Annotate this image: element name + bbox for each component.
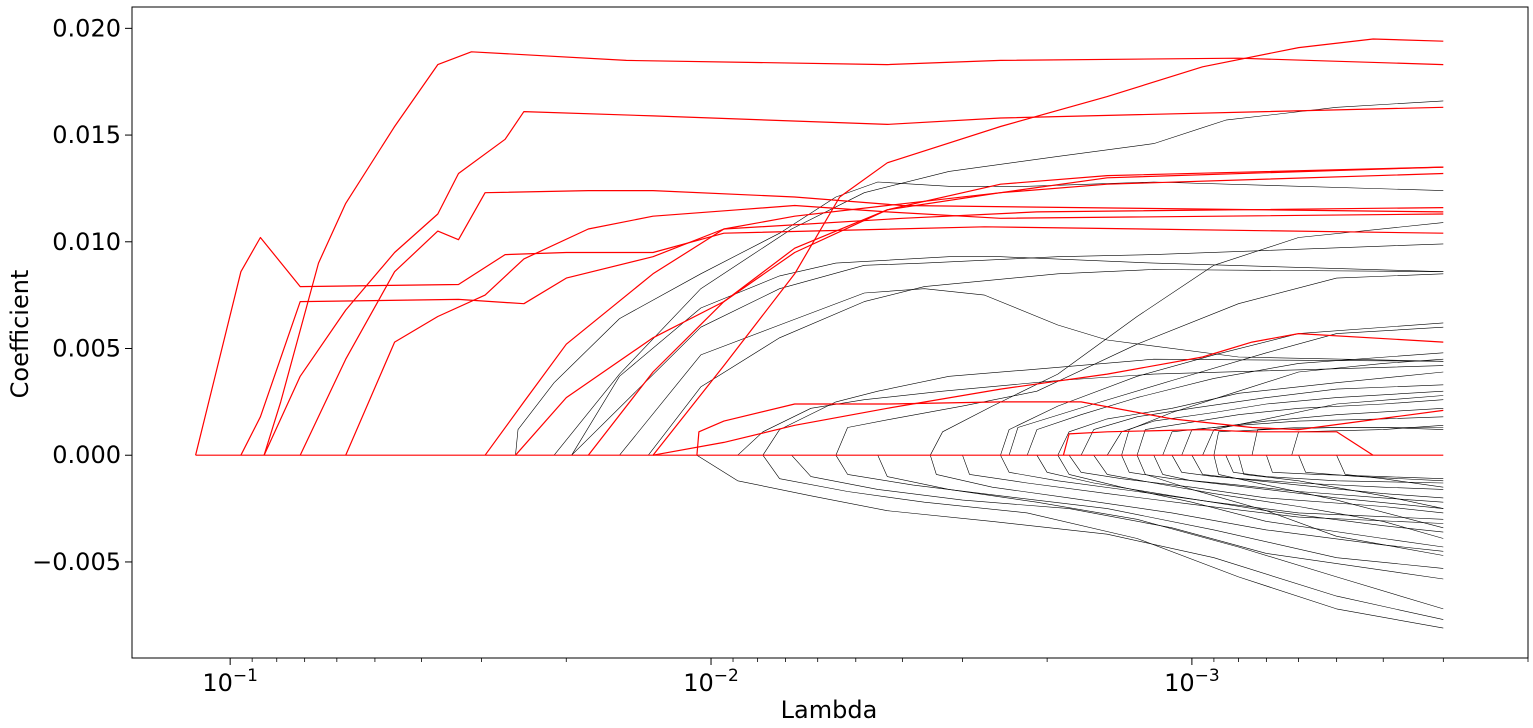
coefficient-path-line bbox=[1225, 455, 1444, 484]
y-tick-label: 0.005 bbox=[52, 335, 121, 363]
x-tick-label: 10−2 bbox=[683, 666, 739, 697]
y-tick-label: 0.010 bbox=[52, 228, 121, 256]
coefficient-path-line bbox=[1266, 455, 1444, 479]
coefficient-path-line bbox=[619, 288, 1444, 456]
coefficient-path-line bbox=[696, 454, 1444, 620]
y-tick-label: 0.000 bbox=[52, 441, 121, 469]
coefficient-path-line bbox=[1000, 455, 1444, 520]
coefficient-path-line bbox=[553, 100, 1444, 456]
coefficient-path-line bbox=[930, 222, 1444, 456]
coefficient-path-line bbox=[930, 455, 1444, 552]
coefficient-path-line bbox=[1080, 384, 1444, 456]
coefficient-path-line bbox=[571, 243, 1444, 456]
coefficient-path-line bbox=[1191, 455, 1444, 499]
highlighted-coefficient-path-line bbox=[195, 226, 1444, 456]
coefficient-path-line bbox=[1136, 399, 1444, 456]
coefficient-path-line bbox=[1153, 455, 1444, 509]
coefficient-path-line bbox=[1202, 395, 1444, 456]
highlighted-coefficient-path-line bbox=[263, 51, 1444, 456]
plot-frame bbox=[131, 6, 1529, 659]
x-tick-label: 10−1 bbox=[202, 666, 258, 697]
highlighted-coefficient-path-line bbox=[240, 207, 1444, 456]
coefficient-path-line bbox=[1238, 455, 1444, 509]
highlighted-coefficient-path-line bbox=[652, 333, 1444, 456]
coefficient-path-line bbox=[1298, 455, 1444, 482]
coefficient-path-line bbox=[835, 273, 1444, 456]
highlighted-coefficient-path-line bbox=[345, 204, 1444, 456]
highlighted-coefficient-path-line bbox=[696, 401, 1444, 456]
coefficient-path-line bbox=[1291, 425, 1444, 456]
highlighted-coefficient-path-line bbox=[515, 166, 1444, 456]
x-axis-label: Lambda bbox=[781, 696, 878, 724]
highlighted-coefficient-path-line bbox=[652, 38, 1444, 456]
coefficient-path-line bbox=[962, 455, 1444, 524]
coefficient-path-line bbox=[1213, 455, 1444, 529]
series-layer bbox=[195, 38, 1444, 629]
coefficient-path-line bbox=[1036, 455, 1444, 533]
coefficient-path-line bbox=[835, 455, 1444, 569]
coefficient-path-line bbox=[1121, 455, 1444, 503]
coefficient-path-line bbox=[1068, 455, 1444, 514]
highlighted-coefficient-path-line bbox=[1062, 429, 1374, 456]
y-tick-label: 0.015 bbox=[52, 121, 121, 149]
y-tick-label: 0.020 bbox=[52, 14, 121, 42]
coefficient-path-line bbox=[1136, 455, 1444, 556]
y-tick-label: −0.005 bbox=[32, 548, 121, 576]
coefficient-path-line bbox=[877, 455, 1444, 610]
coefficient-path-line bbox=[1121, 358, 1444, 456]
y-axis: 0.020 0.015 0.010 0.005 0.000 −0.005 bbox=[32, 14, 132, 576]
coefficient-path-line bbox=[1057, 455, 1444, 548]
x-tick-label: 10−3 bbox=[1164, 666, 1220, 697]
coefficient-path-line bbox=[737, 365, 1444, 456]
coefficient-path-line bbox=[1026, 352, 1444, 456]
coefficient-path-line bbox=[762, 455, 1444, 629]
highlighted-coefficient-path-line bbox=[484, 166, 1444, 456]
coefficient-path-line bbox=[762, 358, 1444, 456]
x-axis: 10−1 10−2 10−3 bbox=[202, 658, 1529, 697]
y-axis-label: Coefficient bbox=[6, 270, 34, 399]
highlighted-coefficient-path-line bbox=[587, 172, 1444, 456]
coefficient-path-line bbox=[1093, 455, 1444, 539]
coefficient-path-line bbox=[791, 454, 1444, 580]
coefficient-path-line bbox=[1008, 326, 1444, 456]
coefficient-path-line bbox=[571, 256, 1444, 456]
coefficient-path-line bbox=[1171, 455, 1444, 490]
coefficient-path-line bbox=[1057, 371, 1444, 456]
coefficient-path-line bbox=[1336, 455, 1444, 488]
highlighted-coefficient-path-line bbox=[299, 190, 1444, 456]
coefficient-path-line bbox=[1181, 416, 1444, 456]
highlighted-coefficient-path-line bbox=[263, 106, 1444, 456]
